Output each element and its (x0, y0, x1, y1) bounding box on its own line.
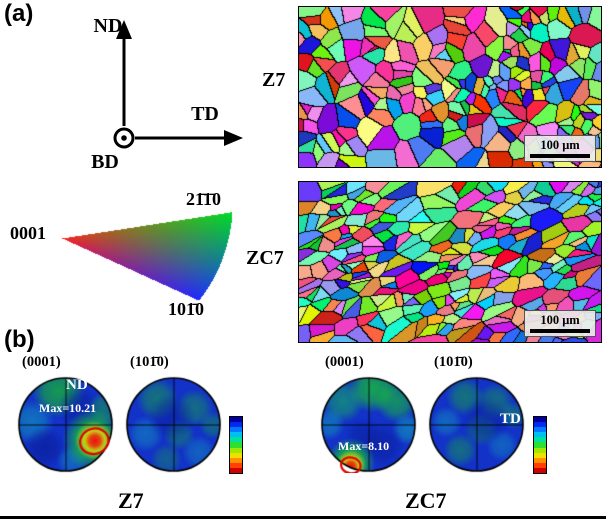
scale-bar: 100 μm (524, 309, 596, 337)
ebsd-map-zc7: 100 μm (298, 181, 602, 343)
pf-axis-label-nd: ND (66, 377, 88, 393)
colorbar-segment (534, 447, 546, 453)
colorbar-segment (534, 427, 546, 433)
colorbar-segment (534, 437, 546, 443)
panel-b-label: (b) (4, 326, 35, 353)
ebsd-map-label-z7: Z7 (262, 69, 286, 91)
colorbar-segment (534, 467, 546, 474)
nd-axis-label: ND (94, 16, 123, 37)
pole-figure-canvas (320, 376, 417, 473)
pole-figure-0001-zc7: Max=8.10 (320, 376, 417, 473)
bd-axis-label: BD (91, 151, 119, 173)
colorbar-segment (230, 422, 242, 428)
ipf-corner-2110-label: 21̄1̄0 (186, 189, 222, 209)
pole-figure-0001-z7: ND Max=10.21 (17, 376, 114, 473)
sample-group-label-zc7: ZC7 (405, 488, 447, 513)
colorbar-segment (230, 452, 242, 458)
nd-arrowhead-icon (116, 20, 132, 39)
ebsd-map-z7: 100 μm (298, 6, 602, 168)
ebsd-map-label-zc7: ZC7 (246, 247, 284, 269)
scale-bar-label: 100 μm (540, 312, 580, 327)
ipf-key-canvas (52, 192, 234, 310)
axes-diagram: ND TD BD (91, 16, 243, 173)
pf-max-label: Max=8.10 (338, 439, 390, 453)
colorbar-segment (534, 422, 546, 428)
colorbar-segment (230, 457, 242, 463)
ipf-corner-0001-label: 0001 (10, 223, 46, 243)
scale-bar: 100 μm (524, 134, 596, 162)
contour-colorbar (533, 416, 547, 474)
td-axis-label: TD (191, 103, 219, 125)
colorbar-segment (534, 452, 546, 458)
colorbar-segment (230, 442, 242, 448)
colorbar-segment (534, 417, 546, 423)
colorbar-segment (230, 427, 242, 433)
colorbar-segment (230, 467, 242, 474)
contour-colorbar (229, 416, 243, 474)
colorbar-segment (230, 462, 242, 468)
colorbar-segment (230, 432, 242, 438)
pf-plane-label-1010-z7: (101̄0) (130, 354, 169, 370)
ipf-corner-1010-label: 101̄0 (168, 299, 204, 319)
td-arrowhead-icon (224, 130, 243, 146)
pole-figure-1010-zc7: TD (428, 376, 525, 473)
bd-origin-dot-icon (121, 135, 127, 141)
pf-plane-label-0001-zc7: (0001) (325, 354, 364, 370)
pf-plane-label-0001-z7: (0001) (22, 354, 61, 370)
figure-bottom-rule (0, 516, 606, 519)
scale-bar-line (530, 329, 590, 333)
scale-bar-line (530, 154, 590, 158)
colorbar-segment (230, 447, 242, 453)
pole-figure-1010-z7 (125, 376, 222, 473)
colorbar-segment (534, 462, 546, 468)
pole-figure-canvas (428, 376, 525, 473)
colorbar-segment (534, 432, 546, 438)
pole-figure-canvas (17, 376, 114, 473)
pf-plane-label-1010-zc7: (101̄0) (434, 354, 473, 370)
colorbar-segment (230, 417, 242, 423)
pf-max-label: Max=10.21 (39, 401, 97, 415)
sample-group-label-z7: Z7 (118, 488, 144, 513)
panel-a-label: (a) (4, 0, 34, 27)
pf-axis-label-td: TD (500, 411, 521, 427)
colorbar-segment (230, 437, 242, 443)
pole-figure-canvas (125, 376, 222, 473)
scale-bar-label: 100 μm (540, 137, 580, 152)
colorbar-segment (534, 442, 546, 448)
colorbar-segment (534, 457, 546, 463)
